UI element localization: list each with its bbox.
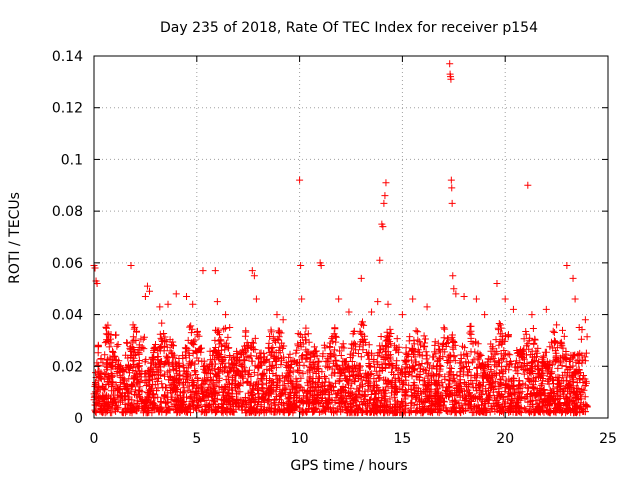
data-point	[141, 292, 149, 300]
x-axis-label: GPS time / hours	[290, 458, 407, 474]
data-point	[213, 298, 221, 306]
data-point	[143, 282, 151, 290]
data-point	[575, 324, 583, 331]
data-point	[509, 305, 517, 313]
x-tick-label: 10	[291, 431, 309, 447]
grid-lines	[94, 56, 608, 418]
data-point	[571, 295, 579, 303]
data-point	[448, 199, 456, 207]
y-axis-label: ROTI / TECUs	[7, 192, 23, 284]
data-point	[381, 192, 389, 200]
data-point	[384, 300, 392, 308]
y-tick-label: 0.14	[52, 49, 83, 65]
data-point	[450, 285, 458, 293]
chart-title: Day 235 of 2018, Rate Of TEC Index for r…	[160, 20, 538, 36]
dense-scatter-band	[90, 318, 591, 417]
data-point	[398, 311, 406, 319]
data-point	[409, 295, 417, 303]
data-point	[449, 272, 457, 280]
data-point	[493, 280, 501, 288]
data-point	[172, 290, 180, 298]
data-point	[380, 199, 388, 207]
data-point	[423, 303, 431, 311]
data-point	[374, 298, 382, 306]
data-point	[569, 274, 577, 282]
data-point	[248, 267, 256, 275]
data-point	[252, 295, 260, 303]
y-tick-label: 0.1	[61, 152, 83, 168]
data-point	[226, 324, 234, 331]
data-point	[164, 300, 172, 308]
data-point	[94, 383, 102, 391]
data-point	[460, 292, 468, 300]
data-point	[127, 261, 135, 269]
data-point	[273, 311, 281, 319]
data-point	[448, 184, 456, 192]
data-point	[222, 311, 230, 319]
data-point	[581, 316, 589, 324]
data-point	[91, 264, 99, 272]
axis-ticks	[93, 55, 609, 419]
data-point	[528, 311, 536, 319]
y-tick-label: 0.08	[52, 204, 83, 220]
data-point	[472, 295, 480, 303]
x-tick-label: 0	[90, 431, 99, 447]
data-point	[524, 181, 532, 189]
data-point	[317, 261, 325, 269]
data-point	[376, 256, 384, 264]
data-point	[297, 261, 305, 269]
data-point	[199, 267, 207, 275]
y-tick-label: 0.04	[52, 308, 83, 324]
data-point	[335, 295, 343, 303]
data-point	[501, 295, 509, 303]
y-tick-label: 0.02	[52, 359, 83, 375]
data-point	[279, 316, 287, 324]
data-point	[156, 303, 164, 311]
data-point	[379, 223, 387, 231]
y-tick-label: 0.12	[52, 101, 83, 117]
data-point	[250, 272, 258, 280]
x-tick-label: 5	[192, 431, 201, 447]
data-point	[146, 287, 154, 295]
data-point	[345, 308, 353, 316]
x-tick-label: 15	[393, 431, 411, 447]
data-point	[357, 274, 365, 282]
data-point	[183, 292, 191, 300]
data-point	[211, 267, 219, 275]
data-point	[481, 311, 489, 319]
data-point	[368, 308, 376, 316]
data-point	[452, 290, 460, 298]
x-tick-label: 20	[496, 431, 514, 447]
tick-labels: 0 0.02 0.04 0.06 0.08 0.1 0.12 0.14 0 5 10 15 20 25	[52, 49, 617, 447]
y-tick-label: 0.06	[52, 256, 83, 272]
plot-frame	[93, 55, 609, 419]
data-point	[382, 179, 390, 187]
data-point	[553, 321, 561, 329]
data-point	[189, 300, 197, 308]
x-tick-label: 25	[599, 431, 617, 447]
data-point	[447, 75, 455, 83]
data-points	[90, 60, 589, 391]
data-point	[298, 295, 306, 303]
data-point	[93, 280, 101, 288]
data-point	[296, 176, 304, 184]
data-point	[563, 261, 571, 269]
data-point	[129, 321, 137, 329]
data-point	[542, 305, 550, 313]
y-tick-label: 0	[74, 411, 83, 427]
dense-band-markers	[90, 318, 591, 417]
data-point	[447, 176, 455, 184]
data-point	[446, 60, 454, 68]
